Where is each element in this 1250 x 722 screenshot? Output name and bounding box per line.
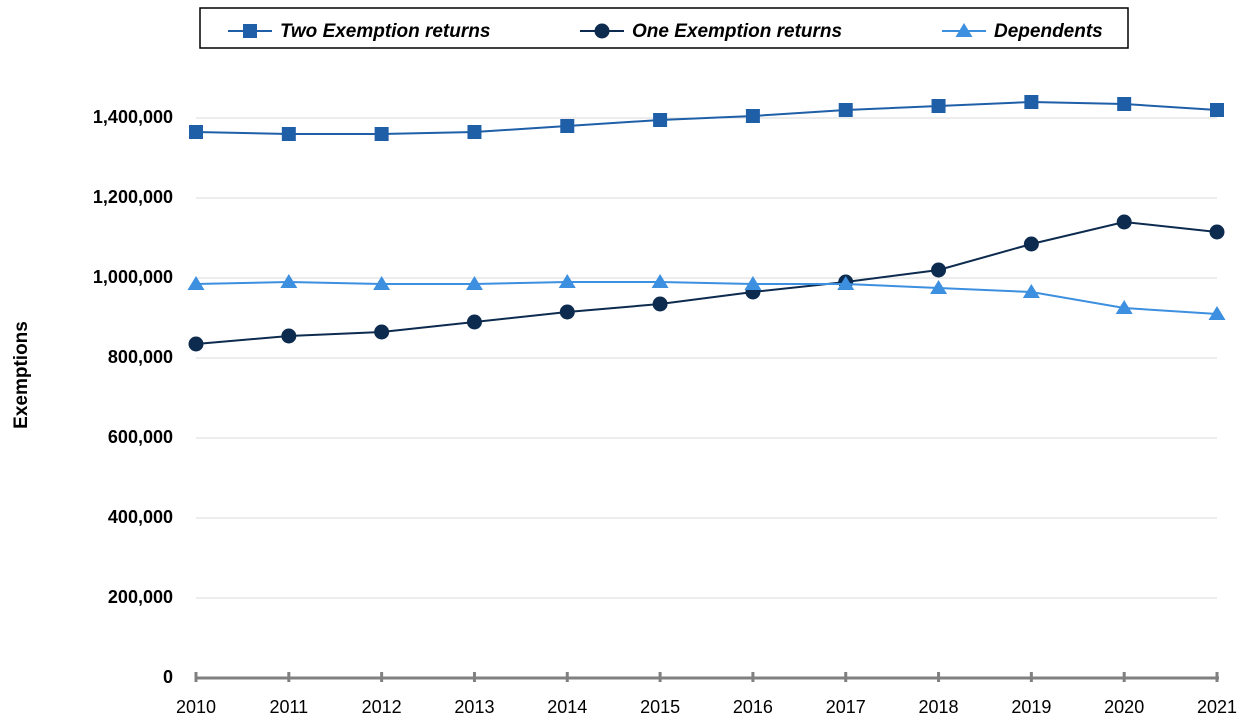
data-point xyxy=(1208,306,1226,320)
x-tick-label: 2018 xyxy=(919,697,959,717)
y-tick-label: 0 xyxy=(163,667,173,687)
data-point xyxy=(653,113,668,127)
data-point xyxy=(374,324,390,340)
data-point xyxy=(1209,224,1225,240)
data-point xyxy=(281,328,297,344)
legend-marker xyxy=(594,23,610,39)
legend-box xyxy=(199,7,1129,49)
x-tick-label: 2011 xyxy=(269,697,308,717)
x-tick-label: 2010 xyxy=(176,697,216,717)
data-point xyxy=(465,276,483,290)
data-point xyxy=(560,119,575,133)
y-tick-label: 1,200,000 xyxy=(93,187,173,207)
data-point xyxy=(467,125,482,139)
data-point xyxy=(1117,97,1132,111)
data-point xyxy=(1023,236,1039,252)
x-tick-label: 2014 xyxy=(547,697,587,717)
data-point xyxy=(931,99,946,113)
series-line xyxy=(195,280,1218,315)
data-point xyxy=(931,262,947,278)
data-point xyxy=(930,280,948,294)
data-point xyxy=(188,336,204,352)
y-tick-label: 1,400,000 xyxy=(93,107,173,127)
data-point xyxy=(280,274,298,288)
data-point xyxy=(281,127,296,141)
data-point xyxy=(838,103,853,117)
x-tick-label: 2021 xyxy=(1197,697,1237,717)
data-point xyxy=(837,276,855,290)
x-tick-label: 2015 xyxy=(640,697,680,717)
data-point xyxy=(1115,300,1133,314)
data-point xyxy=(466,314,482,330)
x-tick-label: 2013 xyxy=(454,697,494,717)
legend-marker xyxy=(243,24,257,38)
legend-marker xyxy=(955,23,973,37)
y-tick-label: 1,000,000 xyxy=(93,267,173,287)
data-point xyxy=(558,274,576,288)
x-tick-label: 2019 xyxy=(1011,697,1051,717)
legend-label: One Exemption returns xyxy=(632,21,842,42)
y-axis-title: Exemptions xyxy=(11,321,32,429)
data-point xyxy=(559,304,575,320)
data-point xyxy=(187,276,205,290)
data-point xyxy=(651,274,669,288)
legend-label: Two Exemption returns xyxy=(280,21,490,42)
data-point xyxy=(1024,95,1039,109)
data-point xyxy=(374,127,389,141)
data-point xyxy=(744,276,762,290)
y-tick-label: 400,000 xyxy=(108,507,173,527)
data-point xyxy=(189,125,203,139)
data-point xyxy=(652,296,668,312)
y-tick-label: 200,000 xyxy=(108,587,173,607)
x-tick-label: 2016 xyxy=(733,697,773,717)
data-point xyxy=(1022,284,1040,298)
x-tick-label: 2017 xyxy=(826,697,866,717)
data-point xyxy=(1210,103,1224,117)
x-tick-label: 2020 xyxy=(1104,697,1144,717)
series-line xyxy=(195,100,1218,135)
y-tick-label: 600,000 xyxy=(108,427,173,447)
data-point xyxy=(745,109,760,123)
legend-label: Dependents xyxy=(994,21,1103,42)
data-point xyxy=(373,276,391,290)
data-point xyxy=(1116,214,1132,230)
x-tick-label: 2012 xyxy=(362,697,402,717)
series-line xyxy=(195,220,1218,345)
y-tick-label: 800,000 xyxy=(108,347,173,367)
